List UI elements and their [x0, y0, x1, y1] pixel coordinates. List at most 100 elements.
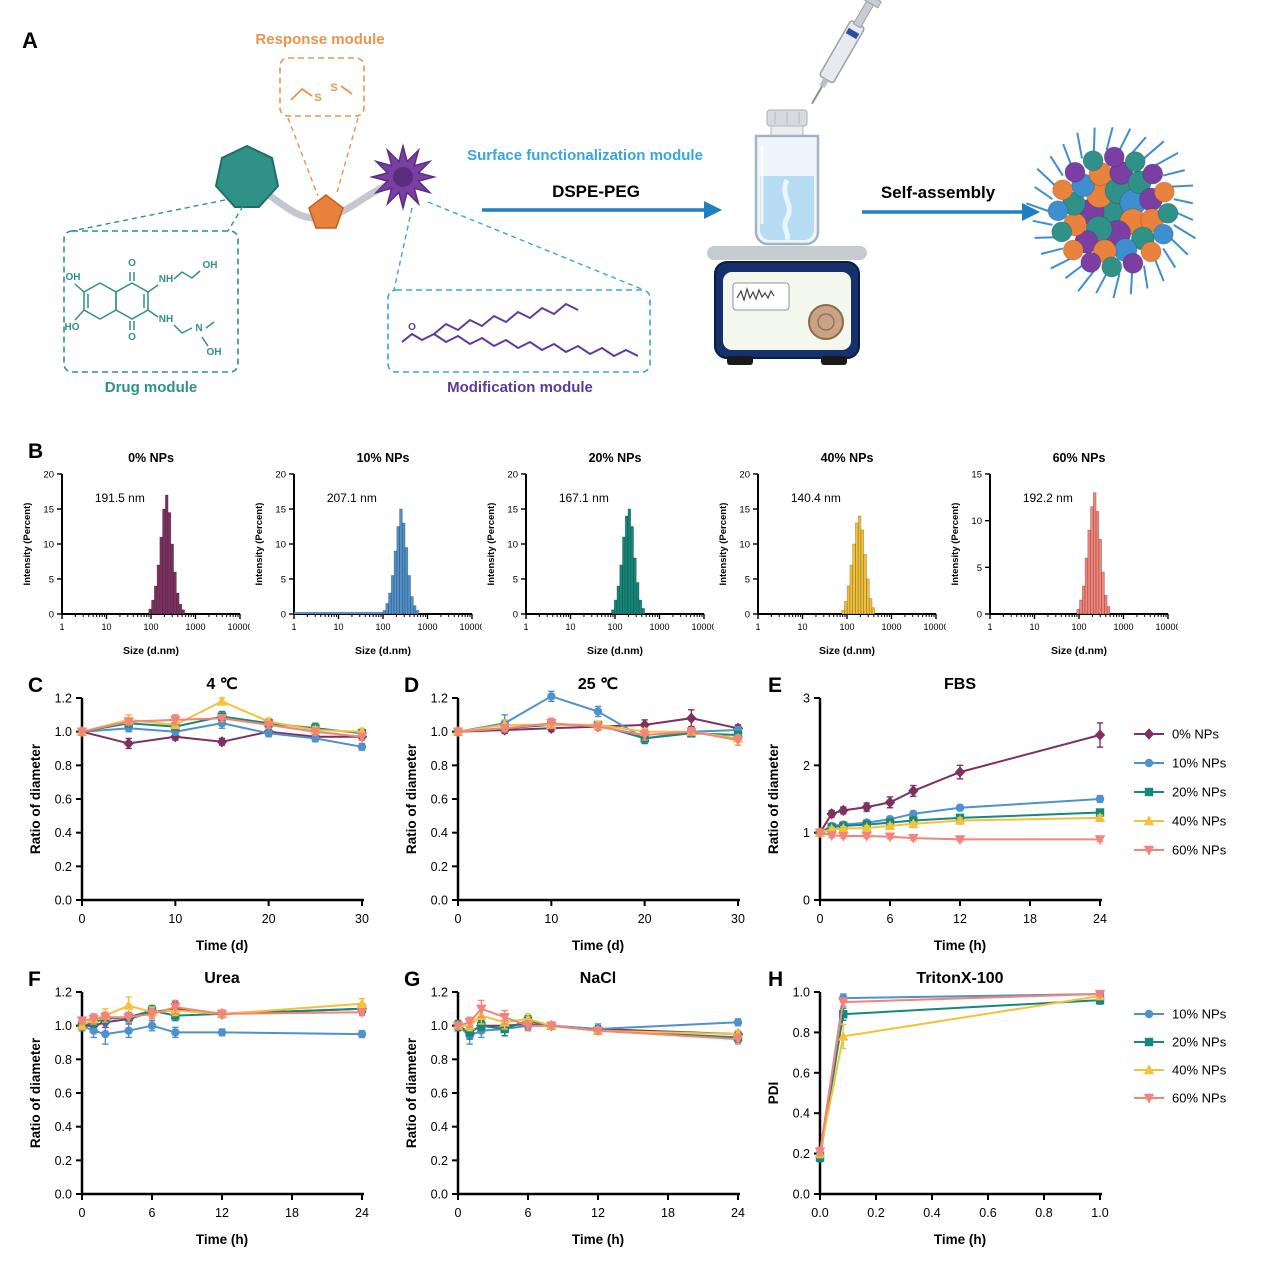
svg-text:0% NPs: 0% NPs	[128, 451, 174, 465]
svg-text:60% NPs: 60% NPs	[1172, 1091, 1227, 1106]
svg-text:1: 1	[59, 622, 64, 632]
svg-text:0.4: 0.4	[55, 1120, 72, 1134]
svg-text:18: 18	[1023, 912, 1037, 926]
svg-text:0.4: 0.4	[55, 826, 72, 840]
svg-text:24: 24	[355, 1206, 369, 1220]
svg-text:10% NPs: 10% NPs	[1172, 1007, 1227, 1022]
svg-text:Size (d.nm): Size (d.nm)	[819, 645, 875, 657]
svg-text:1: 1	[987, 622, 992, 632]
svg-text:Intensity (Percent): Intensity (Percent)	[254, 503, 265, 586]
svg-text:10: 10	[333, 622, 343, 632]
svg-text:12: 12	[591, 1206, 605, 1220]
surface-module-label: Surface functionalization module	[467, 147, 703, 164]
svg-text:1.2: 1.2	[55, 692, 72, 706]
svg-text:12: 12	[215, 1206, 229, 1220]
svg-text:0.6: 0.6	[55, 1087, 72, 1101]
panel-label-g: G	[404, 968, 421, 991]
svg-text:TritonX-100: TritonX-100	[916, 970, 1003, 987]
svg-text:20: 20	[638, 912, 652, 926]
svg-text:40% NPs: 40% NPs	[1172, 1063, 1227, 1078]
svg-text:Time (h): Time (h)	[196, 1232, 248, 1247]
chart-nacl: 0 6 12 18 24 0.0 0.2 0.4 0.6 0.8 1.0 1.2 NaCl Time (h…	[400, 962, 766, 1263]
svg-text:0.6: 0.6	[55, 793, 72, 807]
svg-text:0.4: 0.4	[923, 1206, 940, 1220]
svg-text:0.8: 0.8	[431, 759, 448, 773]
svg-text:20% NPs: 20% NPs	[589, 451, 642, 465]
svg-text:0.0: 0.0	[811, 1206, 828, 1220]
svg-text:Size (d.nm): Size (d.nm)	[1051, 645, 1107, 657]
svg-text:10% NPs: 10% NPs	[357, 451, 410, 465]
svg-text:192.2 nm: 192.2 nm	[1023, 491, 1073, 505]
svg-text:0: 0	[79, 1206, 86, 1220]
chart-fbs: 0 6 12 18 24 0 1 2 3 FBS Time (h) Ratio of diameter…	[762, 668, 1268, 969]
panel-label-e: E	[768, 674, 783, 697]
svg-text:1.2: 1.2	[431, 986, 448, 1000]
svg-text:0: 0	[977, 610, 982, 621]
svg-text:0.6: 0.6	[979, 1206, 996, 1220]
chart-4c: 0 10 20 30 0.0 0.2 0.4 0.6 0.8 1.0 1.2 4 ℃ Time (d) R…	[24, 668, 390, 969]
svg-text:10: 10	[101, 622, 111, 632]
svg-text:Ratio of diameter: Ratio of diameter	[28, 743, 43, 854]
svg-text:Intensity (Percent): Intensity (Percent)	[718, 503, 729, 586]
svg-text:100: 100	[143, 622, 158, 632]
svg-text:24: 24	[1093, 912, 1107, 926]
svg-text:20% NPs: 20% NPs	[1172, 785, 1227, 800]
response-callout-dashes	[287, 117, 359, 197]
svg-text:24: 24	[731, 1206, 745, 1220]
svg-text:0.6: 0.6	[431, 793, 448, 807]
svg-text:20: 20	[262, 912, 276, 926]
line-chart-svg: 0.0 0.2 0.4 0.6 0.8 1.0 0.0 0.2 0.4 0.6 0.8 1.0 Trit…	[766, 970, 1227, 1247]
svg-text:0: 0	[745, 610, 750, 621]
svg-text:25 ℃: 25 ℃	[578, 676, 618, 693]
svg-text:0.0: 0.0	[55, 1188, 72, 1202]
svg-text:0: 0	[281, 610, 286, 621]
svg-text:1000: 1000	[881, 622, 901, 632]
chem-label: O	[128, 332, 136, 343]
svg-text:Size (d.nm): Size (d.nm)	[587, 645, 643, 657]
svg-text:0: 0	[513, 610, 518, 621]
svg-text:0.2: 0.2	[867, 1206, 884, 1220]
svg-text:PDI: PDI	[766, 1082, 781, 1105]
svg-text:1: 1	[523, 622, 528, 632]
svg-text:Time (d): Time (d)	[572, 938, 624, 953]
svg-text:0.8: 0.8	[793, 1026, 810, 1040]
panel-label-c: C	[28, 674, 44, 697]
svg-text:0.2: 0.2	[793, 1147, 810, 1161]
svg-text:1: 1	[291, 622, 296, 632]
svg-text:Size (d.nm): Size (d.nm)	[355, 645, 411, 657]
svg-text:5: 5	[977, 563, 982, 574]
svg-text:0: 0	[455, 912, 462, 926]
svg-text:0.8: 0.8	[431, 1053, 448, 1067]
modification-callout-dashes	[393, 201, 645, 291]
svg-text:1000: 1000	[185, 622, 205, 632]
svg-text:0.4: 0.4	[793, 1107, 810, 1121]
svg-text:6: 6	[149, 1206, 156, 1220]
svg-text:60% NPs: 60% NPs	[1053, 451, 1106, 465]
svg-text:1.0: 1.0	[55, 725, 72, 739]
svg-text:Urea: Urea	[204, 970, 240, 987]
svg-text:0.8: 0.8	[1035, 1206, 1052, 1220]
svg-text:1.0: 1.0	[793, 986, 810, 1000]
svg-text:Time (h): Time (h)	[934, 1232, 986, 1247]
svg-text:5: 5	[745, 575, 750, 586]
svg-text:0.0: 0.0	[55, 894, 72, 908]
svg-text:0.4: 0.4	[431, 826, 448, 840]
svg-text:0.8: 0.8	[55, 759, 72, 773]
svg-text:140.4 nm: 140.4 nm	[791, 491, 841, 505]
svg-text:0: 0	[803, 894, 810, 908]
chart-25c: 0 10 20 30 0.0 0.2 0.4 0.6 0.8 1.0 1.2 25 ℃ Time (d)…	[400, 668, 766, 969]
svg-text:18: 18	[661, 1206, 675, 1220]
svg-text:0.4: 0.4	[431, 1120, 448, 1134]
svg-text:3: 3	[803, 692, 810, 706]
chart-tritonx100: 0.0 0.2 0.4 0.6 0.8 1.0 0.0 0.2 0.4 0.6 0.8 1.0 Trit…	[762, 962, 1268, 1263]
svg-text:0.6: 0.6	[793, 1066, 810, 1080]
svg-text:10: 10	[565, 622, 575, 632]
chem-label: OH	[66, 272, 81, 283]
chem-label: HO	[65, 322, 80, 333]
